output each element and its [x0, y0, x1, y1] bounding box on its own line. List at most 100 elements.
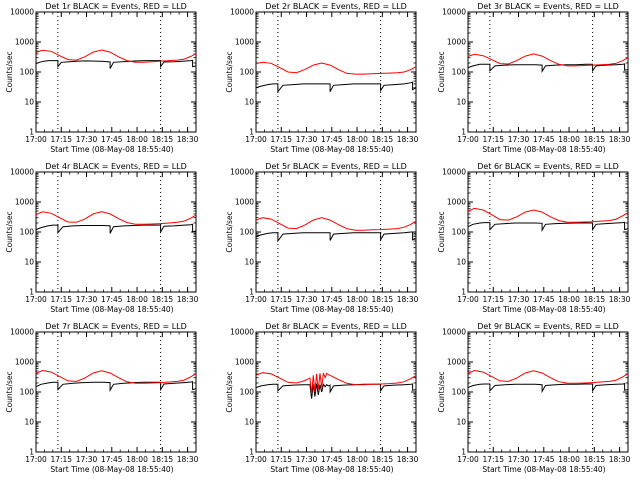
series-line-events: [35, 381, 197, 393]
y-tick-label: 100: [452, 68, 467, 77]
y-tick-label: 10000: [442, 168, 466, 177]
y-tick-label: 1: [461, 448, 466, 457]
y-tick-label: 10000: [230, 8, 254, 17]
series-line-events: [467, 221, 629, 233]
y-tick-label: 10: [24, 258, 34, 267]
panel-1: Det 1r BLACK = Events, RED = LLD 1 10 100 10…: [5, 2, 199, 154]
x-axis-label: Start Time (08-May-08 18:55:40): [482, 145, 605, 154]
x-tick-label: 18:00: [558, 455, 580, 464]
series-line-lld: [467, 207, 629, 223]
x-tick-label: 17:30: [296, 455, 318, 464]
series-line-events: [255, 81, 417, 94]
y-tick-label: 100: [240, 228, 255, 237]
x-tick-label: 18:30: [177, 135, 199, 144]
x-axis-label: Start Time (08-May-08 18:55:40): [270, 145, 393, 154]
x-tick-label: 17:30: [296, 135, 318, 144]
x-tick-label: 18:00: [126, 455, 148, 464]
x-tick-label: 17:00: [25, 135, 47, 144]
x-tick-label: 17:15: [50, 135, 72, 144]
x-tick-label: 18:00: [346, 135, 368, 144]
series-line-lld: [255, 217, 417, 231]
x-tick-label: 18:15: [152, 135, 174, 144]
series-line-lld: [467, 53, 629, 67]
x-tick-label: 17:45: [101, 455, 123, 464]
series-line-events: [467, 63, 629, 74]
x-tick-label: 17:45: [321, 135, 343, 144]
y-tick-label: 1000: [15, 38, 34, 47]
y-tick-label: 1: [461, 288, 466, 297]
x-tick-label: 18:30: [397, 295, 419, 304]
x-tick-label: 18:15: [372, 295, 394, 304]
y-tick-label: 1: [29, 288, 34, 297]
x-tick-label: 18:00: [558, 295, 580, 304]
x-tick-label: 18:30: [609, 455, 631, 464]
y-tick-label: 1: [249, 448, 254, 457]
x-tick-label: 17:30: [508, 295, 530, 304]
panel-title: Det 3r BLACK = Events, RED = LLD: [477, 2, 619, 11]
panel-title: Det 9r BLACK = Events, RED = LLD: [477, 322, 619, 331]
x-tick-label: 17:15: [482, 455, 504, 464]
x-tick-label: 18:15: [584, 455, 606, 464]
panel-title: Det 1r BLACK = Events, RED = LLD: [45, 2, 187, 11]
y-tick-label: 1: [29, 448, 34, 457]
x-tick-label: 18:00: [346, 455, 368, 464]
x-tick-label: 17:30: [508, 455, 530, 464]
y-tick-label: 1000: [15, 198, 34, 207]
y-tick-label: 1: [29, 128, 34, 137]
y-tick-label: 10000: [230, 168, 254, 177]
x-tick-label: 17:00: [245, 135, 267, 144]
panel-2: Det 2r BLACK = Events, RED = LLD 1 10 100 10…: [225, 2, 419, 154]
y-tick-label: 1000: [235, 198, 254, 207]
y-tick-label: 10: [456, 258, 466, 267]
x-tick-label: 17:30: [76, 295, 98, 304]
x-axis-label: Start Time (08-May-08 18:55:40): [482, 465, 605, 474]
y-tick-label: 10000: [10, 168, 34, 177]
x-tick-label: 18:30: [397, 455, 419, 464]
x-tick-label: 18:15: [152, 295, 174, 304]
series-line-events: [467, 382, 629, 394]
y-tick-label: 1: [461, 128, 466, 137]
x-axis-label: Start Time (08-May-08 18:55:40): [50, 145, 173, 154]
x-tick-label: 18:30: [177, 295, 199, 304]
panel-title: Det 8r BLACK = Events, RED = LLD: [265, 322, 407, 331]
x-tick-label: 18:00: [126, 295, 148, 304]
x-tick-label: 17:00: [245, 295, 267, 304]
x-axis-label: Start Time (08-May-08 18:55:40): [482, 305, 605, 314]
series-line-lld: [35, 211, 197, 225]
series-line-events: [255, 231, 417, 243]
x-tick-label: 17:00: [457, 135, 479, 144]
y-axis-label: Counts/sec: [437, 51, 446, 92]
x-tick-label: 17:45: [533, 295, 555, 304]
x-tick-label: 17:15: [482, 135, 504, 144]
x-tick-label: 17:15: [50, 455, 72, 464]
y-tick-label: 10: [24, 98, 34, 107]
y-axis-label: Counts/sec: [225, 371, 234, 412]
x-tick-label: 18:00: [126, 135, 148, 144]
x-tick-label: 17:45: [321, 455, 343, 464]
x-tick-label: 18:00: [558, 135, 580, 144]
y-tick-label: 1000: [15, 358, 34, 367]
x-tick-label: 17:00: [457, 455, 479, 464]
y-tick-label: 100: [20, 68, 35, 77]
y-tick-label: 1000: [447, 38, 466, 47]
x-axis-label: Start Time (08-May-08 18:55:40): [270, 305, 393, 314]
y-tick-label: 100: [240, 388, 255, 397]
y-axis-label: Counts/sec: [225, 211, 234, 252]
x-tick-label: 18:00: [346, 295, 368, 304]
series-line-lld: [255, 61, 417, 75]
x-tick-label: 18:15: [584, 295, 606, 304]
series-line-events: [35, 59, 197, 69]
y-axis-label: Counts/sec: [5, 51, 14, 92]
series-line-lld: [35, 49, 197, 63]
panel-title: Det 6r BLACK = Events, RED = LLD: [477, 162, 619, 171]
y-tick-label: 1: [249, 288, 254, 297]
x-tick-label: 17:00: [245, 455, 267, 464]
y-tick-label: 1000: [235, 38, 254, 47]
y-axis-label: Counts/sec: [5, 211, 14, 252]
y-tick-label: 10000: [442, 328, 466, 337]
panel-3: Det 3r BLACK = Events, RED = LLD 1 10 100 10…: [437, 2, 631, 154]
y-tick-label: 100: [452, 228, 467, 237]
x-tick-label: 17:15: [270, 295, 292, 304]
x-tick-label: 17:15: [50, 295, 72, 304]
